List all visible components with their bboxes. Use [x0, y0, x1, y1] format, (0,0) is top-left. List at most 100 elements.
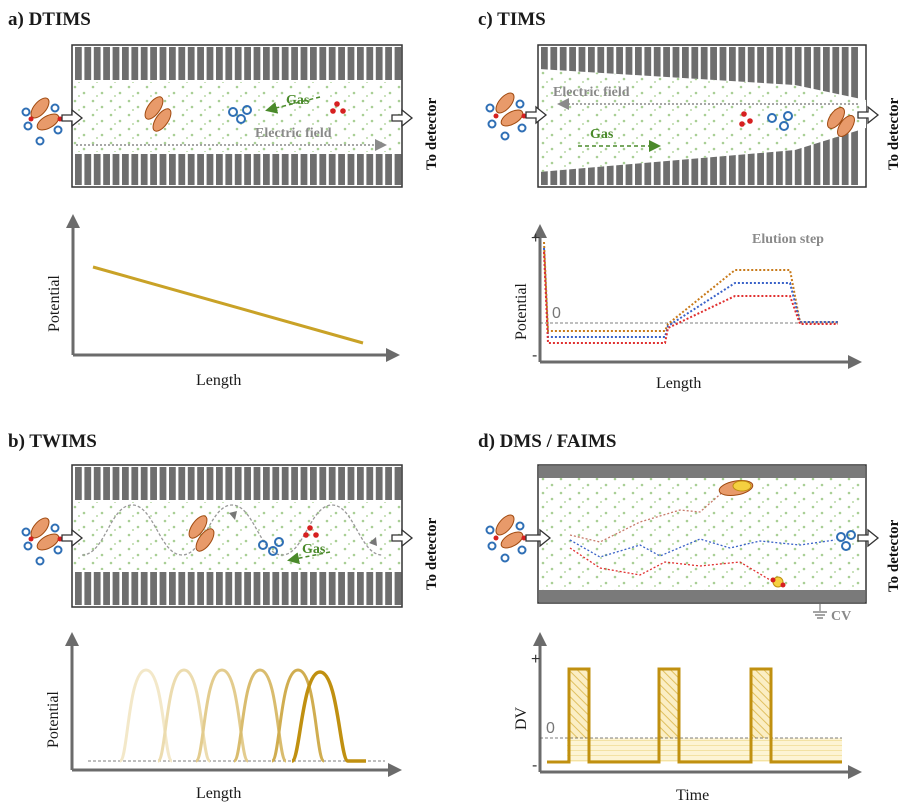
to-detector-label: To detector: [424, 97, 440, 170]
dv-plot-d: + - 0 DV Time: [513, 632, 862, 804]
electrode-plate: [112, 467, 120, 500]
electrode-plate: [84, 154, 92, 185]
electrode-plate: [357, 47, 364, 80]
to-detector-label: To detector: [886, 97, 902, 170]
outlet-arrow-icon: [391, 528, 414, 548]
zero-label: 0: [546, 720, 555, 737]
electrode-plate: [131, 47, 139, 80]
electrode-plate: [206, 154, 214, 185]
panel-c-title: c) TIMS: [478, 9, 546, 30]
electrode-plate: [375, 47, 383, 80]
electrode-plate: [169, 572, 176, 605]
ion-cluster-inlet: [485, 514, 527, 563]
electrode-plate: [263, 572, 270, 605]
electrode-plate: [150, 47, 157, 80]
panel-d-title: d) DMS / FAIMS: [478, 431, 616, 452]
electrode-plate: [93, 47, 101, 80]
ions-in-tube: [144, 96, 346, 132]
electrode-plate: [357, 572, 364, 605]
electrode-plate: [328, 572, 336, 605]
to-detector-label: To detector: [886, 519, 902, 592]
electrode-plate: [244, 47, 251, 80]
electrode-plate: [150, 467, 157, 500]
inlet-arrow-icon: [525, 105, 548, 125]
ion-cluster-inlet: [485, 92, 527, 141]
asymmetric-waveform: [547, 667, 842, 764]
electrode-plate: [225, 467, 233, 500]
outlet-arrow-icon: [857, 528, 880, 548]
electric-field-label: Electric field: [255, 126, 332, 141]
electrode-plate: [131, 467, 139, 500]
y-axis-label: Potential: [513, 283, 530, 340]
inlet-arrow-icon: [61, 528, 84, 548]
trajectory-orange: [569, 489, 726, 543]
x-axis-label: Length: [196, 372, 241, 389]
electrode-plate: [206, 572, 214, 605]
cv-label: CV: [831, 609, 851, 624]
electrode-plate: [281, 47, 289, 80]
trajectory-blue: [569, 538, 836, 558]
panel-a-title: a) DTIMS: [8, 9, 91, 30]
electrode-plate: [169, 154, 176, 185]
electrode-plate: [244, 572, 251, 605]
zero-label: 0: [552, 305, 561, 322]
electrode-plate: [140, 47, 148, 80]
electrode-plate: [234, 154, 242, 185]
electrode-plate: [84, 467, 92, 500]
minus-label: -: [532, 757, 537, 774]
electrode-plate: [216, 467, 223, 500]
electrode-plate: [197, 47, 204, 80]
electrode-plate: [347, 467, 355, 500]
electrode-plate: [84, 572, 92, 605]
panel-c: c) TIMS: [478, 9, 902, 392]
electrode-plate: [366, 572, 374, 605]
ion-cluster-inlet: [21, 517, 63, 566]
electrode-plate: [263, 467, 270, 500]
electrode-plate: [225, 47, 233, 80]
top-electrode: [539, 466, 865, 478]
plus-label: +: [531, 651, 540, 668]
electrode-plate: [291, 467, 298, 500]
electrode-plates-top: [75, 467, 402, 500]
plus-label: +: [531, 230, 540, 247]
electrode-plate: [112, 154, 120, 185]
electrode-plate: [328, 154, 336, 185]
potential-plot-a: Potential Length: [46, 214, 400, 389]
electrode-plate: [253, 154, 261, 185]
electrode-plate: [140, 467, 148, 500]
electrode-plate: [385, 154, 392, 185]
electrode-plate: [338, 572, 345, 605]
electrode-plate: [394, 572, 402, 605]
electrode-plate: [159, 154, 167, 185]
electrode-plate: [75, 572, 82, 605]
gas-flow-arrow: [265, 96, 321, 114]
electrode-plate: [187, 47, 195, 80]
electrode-plate: [375, 467, 383, 500]
collided-ions: [718, 480, 856, 588]
minus-label: -: [532, 347, 537, 364]
electrode-plate: [216, 572, 223, 605]
electrode-plate: [169, 47, 176, 80]
electrode-plate: [159, 572, 167, 605]
electrode-plate: [93, 467, 101, 500]
electrode-plate: [84, 47, 92, 80]
electrode-plates-bottom: [75, 154, 402, 185]
electrode-plate: [347, 572, 355, 605]
twims-tube: [71, 464, 403, 608]
electrode-plate: [197, 572, 204, 605]
electrode-plate: [131, 572, 139, 605]
electrode-plate: [75, 47, 82, 80]
electrode-plate: [319, 154, 327, 185]
electrode-plate: [319, 467, 327, 500]
electrode-plate: [310, 154, 317, 185]
x-axis-label: Length: [196, 785, 241, 802]
electrode-plate: [366, 154, 374, 185]
electrode-plate: [234, 572, 242, 605]
electrode-plate: [112, 47, 120, 80]
electrode-plate: [375, 572, 383, 605]
electrode-plate: [187, 467, 195, 500]
electrode-plate: [140, 572, 148, 605]
electrode-plate: [300, 154, 308, 185]
trace-orange: [543, 241, 838, 332]
pulse-2-fill: [659, 669, 679, 738]
